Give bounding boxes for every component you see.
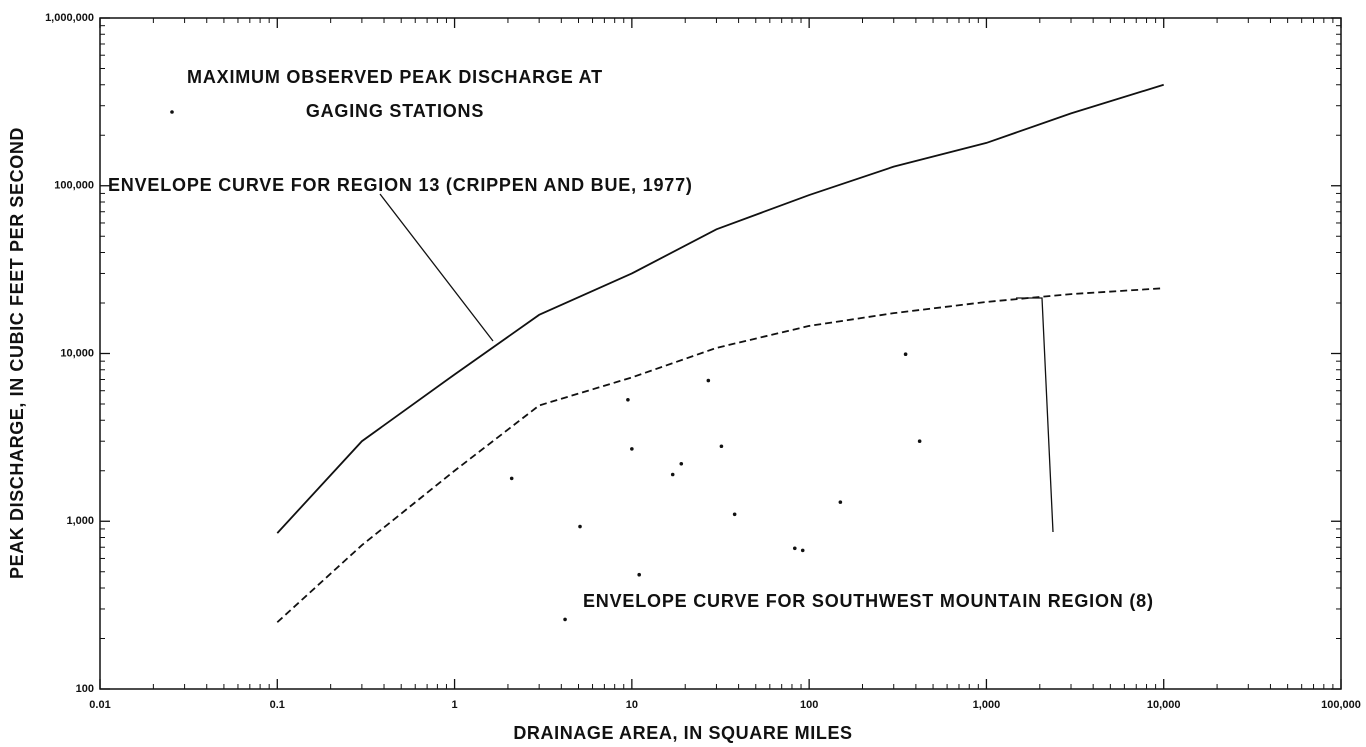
x-axis-title: DRAINAGE AREA, IN SQUARE MILES: [513, 723, 852, 743]
data-point: [903, 352, 908, 357]
x-tick-label: 1: [452, 699, 458, 711]
y-tick-label: 10,000: [60, 347, 94, 359]
curve: [276, 287, 1164, 623]
data-point: [637, 572, 641, 577]
data-point: [670, 472, 675, 477]
y-tick-label: 1,000,000: [45, 12, 94, 24]
data-point: [630, 447, 634, 451]
leader-line: [379, 193, 494, 342]
data-point: [706, 378, 711, 383]
curve-label: ENVELOPE CURVE FOR SOUTHWEST MOUNTAIN RE…: [583, 591, 1154, 611]
x-tick-label: 10: [626, 699, 638, 711]
data-point: [792, 546, 797, 551]
x-tick-label: 100: [800, 699, 818, 711]
x-tick-label: 0.1: [270, 699, 285, 711]
legend-label: MAXIMUM OBSERVED PEAK DISCHARGE AT GAGIN…: [187, 67, 603, 121]
leader-line: [1016, 297, 1054, 533]
y-tick-label: 1,000: [66, 515, 94, 527]
data-point: [578, 524, 582, 529]
legend-marker: [170, 110, 174, 114]
x-tick-label: 100,000: [1321, 699, 1361, 711]
y-tick-label: 100: [76, 683, 94, 695]
curve: [276, 83, 1164, 534]
x-tick-label: 10,000: [1147, 699, 1181, 711]
data-point: [509, 476, 514, 481]
y-axis-title: PEAK DISCHARGE, IN CUBIC FEET PER SECOND: [7, 127, 27, 579]
data-point: [719, 444, 724, 449]
data-point: [732, 512, 737, 517]
data-point: [917, 439, 922, 444]
data-point: [800, 548, 805, 553]
data-point: [626, 397, 630, 402]
x-tick-label: 0.01: [89, 699, 110, 711]
x-tick-label: 1,000: [973, 699, 1001, 711]
data-point: [563, 617, 567, 622]
data-point: [679, 462, 684, 466]
y-tick-label: 100,000: [54, 180, 94, 192]
data-point: [838, 500, 843, 504]
curve-label: ENVELOPE CURVE FOR REGION 13 (CRIPPEN AN…: [108, 175, 693, 195]
